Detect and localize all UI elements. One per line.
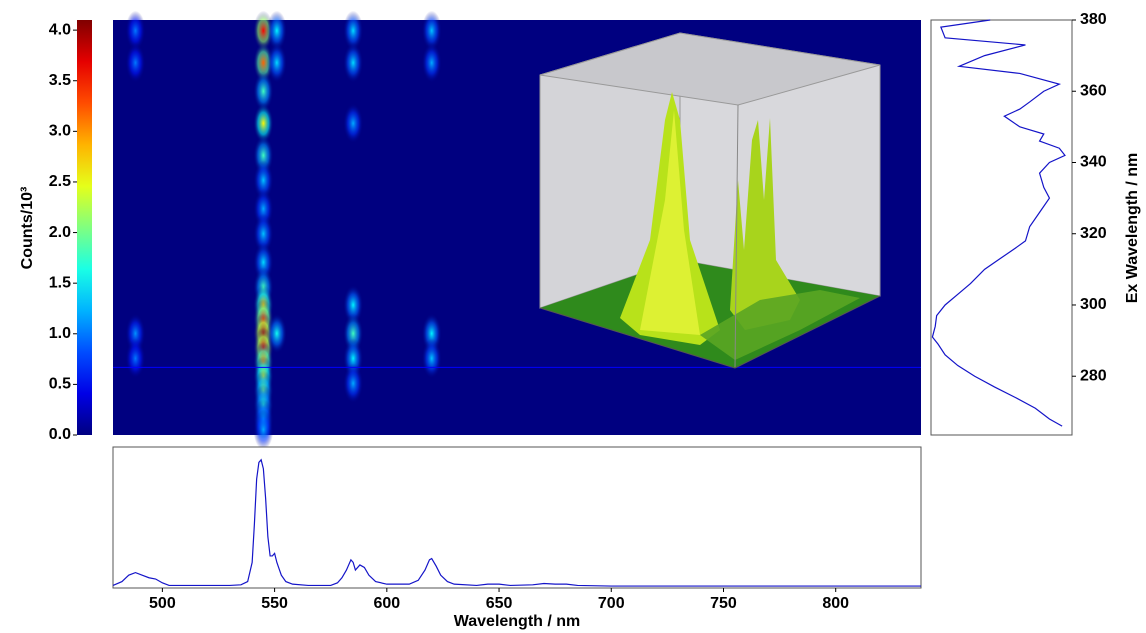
x-tick-label: 750 (710, 595, 737, 612)
heatmap-spot (253, 213, 274, 254)
excitation-panel: 280 300 320 340 360 380 (930, 11, 1107, 436)
heatmap-spot (343, 10, 364, 51)
x-tick-label: 500 (149, 595, 176, 612)
panel-frame (112, 446, 922, 589)
colorbar-tick-label: 0.0 (49, 426, 71, 443)
heatmap-spot (343, 103, 364, 144)
colorbar-tick-label: 3.5 (49, 72, 71, 89)
emission-panel: 500 550 600 650 700 750 800 (112, 446, 922, 612)
heatmap-spot (253, 103, 274, 144)
colorbar-tick-label: 0.5 (49, 376, 71, 393)
y-tick-label: 300 (1080, 296, 1107, 313)
inset-ridge (700, 290, 860, 360)
heatmap-spot (266, 10, 287, 51)
x-axis-label: Wavelength / nm (454, 613, 581, 630)
heatmap-spot (343, 284, 364, 325)
inset-edge (734, 295, 881, 369)
heatmap-spot (253, 71, 274, 112)
colorbar: 0.0 0.5 1.0 1.5 2.0 2.5 3.0 3.5 4.0 (49, 20, 92, 443)
inset-peak (640, 110, 700, 335)
inset-edge (734, 104, 739, 369)
heatmap-spot (421, 10, 442, 51)
y-tick-label: 280 (1080, 367, 1107, 384)
x-tick-label: 650 (486, 595, 513, 612)
colorbar-tick-label: 3.0 (49, 123, 71, 140)
inset-edge (539, 307, 736, 369)
heatmap-spot (421, 338, 442, 379)
spectrum-line (931, 19, 1066, 427)
heatmap-spot (343, 42, 364, 83)
colorbar-tick-label: 1.5 (49, 274, 71, 291)
y-tick-label: 380 (1080, 11, 1107, 28)
x-tick-label: 550 (261, 595, 288, 612)
x-tick-label: 600 (373, 595, 400, 612)
colorbar-gradient (77, 20, 92, 435)
colorbar-label: Counts/10³ (19, 187, 36, 270)
heatmap-spot (253, 409, 274, 450)
heatmap-spot (266, 313, 287, 354)
y-tick-label: 320 (1080, 225, 1107, 242)
heatmap-spot (266, 42, 287, 83)
colorbar-tick-label: 4.0 (49, 21, 71, 38)
colorbar-tick-label: 2.5 (49, 173, 71, 190)
y-tick-label: 340 (1080, 154, 1107, 171)
x-tick-label: 700 (598, 595, 625, 612)
colorbar-tick-label: 1.0 (49, 325, 71, 342)
y-tick-label: 360 (1080, 82, 1107, 99)
heatmap-spot (125, 338, 146, 379)
heatmap-spot (253, 160, 274, 201)
heatmap-spot (125, 10, 146, 51)
colorbar-tick-label: 2.0 (49, 224, 71, 241)
heatmap-spot (125, 42, 146, 83)
y-axis-label: Ex Wavelength / nm (1124, 153, 1141, 304)
inset-3d-plot (539, 32, 881, 369)
heatmap-spot (421, 42, 442, 83)
inset-peak (730, 118, 800, 330)
spectrum-line (112, 458, 921, 587)
x-tick-label: 800 (822, 595, 849, 612)
heatmap-spot (343, 363, 364, 404)
